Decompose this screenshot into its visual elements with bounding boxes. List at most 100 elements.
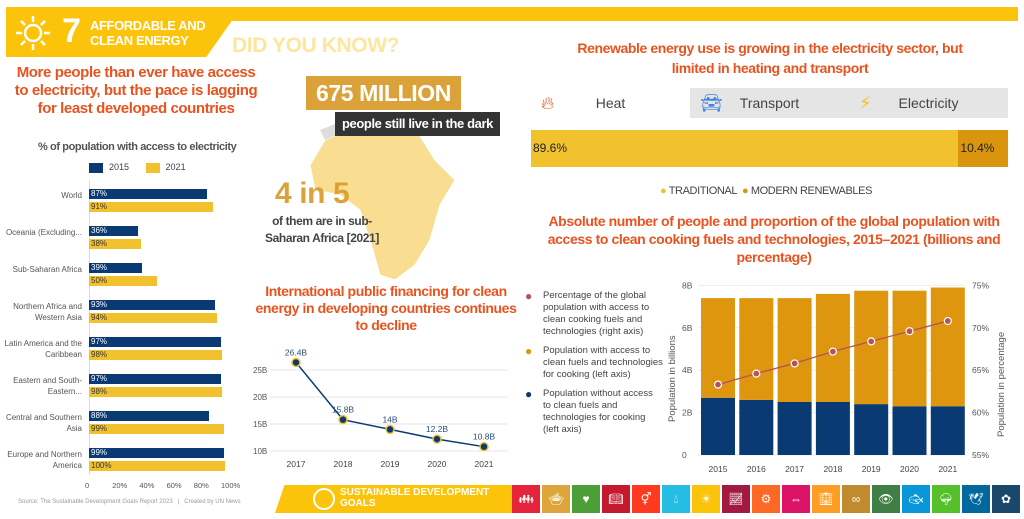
bar-without-access [701,397,735,455]
bar-with-access [739,298,774,400]
bar-without-access [892,406,927,455]
x-tick-label: 2018 [823,464,842,474]
footer-source: Source: The Sustainable Development Goal… [18,499,241,505]
big-number: 675 MILLION [306,76,461,110]
data-label: 10.8B [473,432,496,442]
legend-item: ● Population with access to clean fuels a… [525,345,663,381]
x-tick-label: 20% [112,481,128,490]
sdg-goal-1-icon: 👪︎ [512,485,540,513]
bar-2015: 39% [89,263,143,273]
car-icon: 🚘︎ [700,92,723,113]
financing-title: International public financing for clean… [255,283,517,333]
x-tick-label: 2019 [381,459,400,469]
bar-2021: 99% [89,424,224,434]
bar-2015: 88% [89,411,209,421]
category-label: Eastern and South-Eastern... [13,376,82,396]
data-point [479,441,489,452]
y-tick-label: 0 [682,450,687,460]
bar-2021: 98% [89,350,223,360]
sdg-logo: SUSTAINABLE DEVELOPMENT GOALS [340,487,490,509]
category-label: World [61,191,82,200]
separator: | [177,499,180,505]
bar-2021: 38% [89,239,141,249]
percentage-point [713,380,723,389]
cooking-chart: 0 55% 2B 60% 4B 65% 6B 70% 8B 75% Population in bi… [667,280,1007,474]
sdg-goal-13-icon: 👁︎ [872,485,900,513]
sector-tabs: 🔥︎ Heat 🚘︎ Transport ⚡︎ Electricity [531,88,1008,118]
legend: 2015 2021 [89,162,186,173]
x-tick-label: 2021 [938,464,957,474]
goal-badge [6,7,231,57]
bar-without-access [739,399,774,455]
bar-2021: 98% [89,387,223,397]
legend-item: ● Percentage of the global population wit… [525,290,663,338]
x-tick-label: 2020 [428,459,447,469]
x-tick-label: 2017 [287,459,306,469]
heat-stacked-bar: 89.6% 10.4% [531,130,1008,167]
y2-tick-label: 55% [972,450,989,460]
sdg-goal-8-icon: 📈︎ [722,485,750,513]
y-tick-label: 10B [253,447,267,456]
header-bar [6,7,1018,21]
y2-tick-label: 70% [972,323,989,333]
legend-label: Population with access to clean fuels an… [543,345,663,380]
electricity-subtitle: % of population with access to electrici… [38,141,237,153]
y-tick-label: 25B [253,366,267,375]
x-tick-label: 60% [166,481,182,490]
tab-label: Transport [739,95,800,111]
x-tick-label: 2017 [785,464,804,474]
sdg-goal-2-icon: 🍲︎ [542,485,570,513]
percentage-point [752,369,761,378]
renewable-legend: ● TRADITIONAL ● MODERN RENEWABLES [660,185,872,197]
legend-item: ● Population without access to clean fuel… [525,388,663,436]
y2-tick-label: 75% [972,280,989,290]
x-tick-label: 40% [139,481,155,490]
legend-label: TRADITIONAL [668,185,737,197]
bar-2015: 97% [89,374,221,384]
y-tick-label: 8B [682,280,693,290]
renewable-title: Renewable energy use is growing in the e… [577,40,963,76]
electricity-title: More people than ever have access to ele… [14,64,258,117]
legend-swatch-2015 [89,162,103,173]
cooking-legend: ● Percentage of the global population wit… [525,290,663,436]
bar-2015: 87% [89,189,208,199]
y2-tick-label: 65% [972,365,989,375]
x-tick-label: 80% [193,481,209,490]
source-text: Source: The Sustainable Development Goal… [18,499,173,505]
sun-power-icon [14,14,52,52]
sdg-goal-15-icon: 🌳︎ [932,485,960,513]
tab-transport[interactable]: 🚘︎ Transport [690,88,849,118]
sdg-goal-6-icon: 💧︎ [662,485,690,513]
x-tick-label: 2018 [334,459,353,469]
flame-icon: 🔥︎ [541,92,555,113]
bar-traditional: 89.6% [531,130,959,167]
sdg-goal-7-icon: ☀︎ [692,485,720,513]
sdg-goal-10-icon: ⇔︎ [782,485,810,513]
bar-with-access [854,290,889,405]
sdg-goal-9-icon: ⚙︎ [752,485,780,513]
data-label: 26.4B [285,348,308,357]
tab-heat[interactable]: 🔥︎ Heat [531,88,690,118]
legend-dot: ● [525,344,533,358]
category-label: Oceania (Excluding... [5,228,82,237]
data-label: 12.2B [426,424,449,434]
data-point [432,434,442,444]
legend-dot: ● [525,387,533,401]
goal-number: 7 [62,12,81,50]
legend-swatch-2021 [145,162,160,173]
bar-with-access [777,298,812,402]
legend-label: MODERN RENEWABLES [750,185,873,197]
bar-without-access [930,406,965,455]
legend-label: Population without access to clean fuels… [543,388,653,435]
y-tick-label: 2B [682,408,693,418]
legend-label-2015: 2015 [109,162,130,172]
cooking-title: Absolute number of people and proportion… [547,213,1001,265]
legend-label-2021: 2021 [165,162,186,172]
x-tick-label: 2021 [475,459,494,469]
tab-electricity[interactable]: ⚡︎ Electricity [849,88,1008,118]
bar-without-access [815,402,850,455]
big-number-sub: people still live in the dark [335,112,500,136]
x-tick-label: 100% [221,481,241,490]
percentage-point [790,359,799,368]
percentage-point [867,337,876,346]
